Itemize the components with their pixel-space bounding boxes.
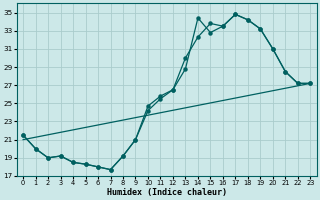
X-axis label: Humidex (Indice chaleur): Humidex (Indice chaleur) <box>107 188 227 197</box>
